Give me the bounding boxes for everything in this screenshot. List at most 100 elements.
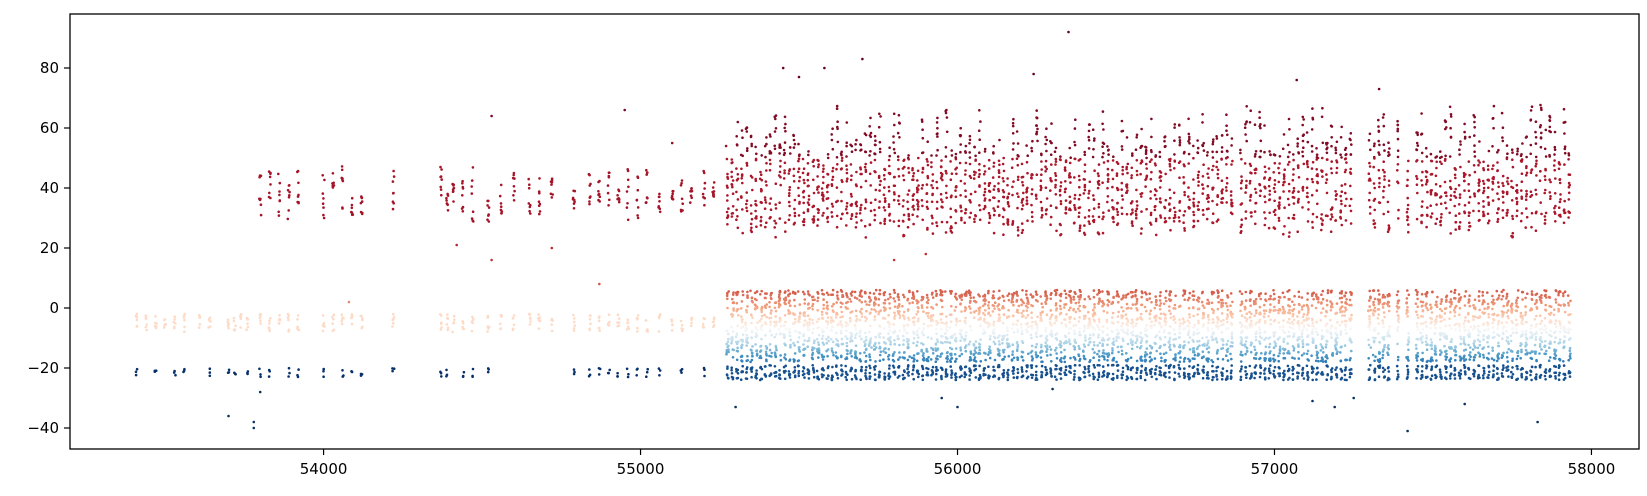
data-point: [873, 368, 876, 371]
data-point: [1020, 315, 1024, 318]
data-point: [1115, 160, 1119, 164]
data-point: [855, 170, 858, 174]
data-point: [1040, 343, 1043, 347]
data-point: [778, 303, 782, 307]
data-point: [645, 168, 648, 172]
data-point: [935, 200, 939, 204]
data-point: [907, 318, 911, 322]
data-point: [174, 373, 177, 377]
data-point: [321, 329, 325, 333]
data-point: [1064, 325, 1068, 329]
data-point: [1040, 364, 1044, 368]
data-point: [1049, 309, 1053, 312]
data-point: [754, 335, 758, 339]
data-point: [950, 369, 953, 372]
data-point: [925, 311, 928, 315]
data-point: [1031, 220, 1034, 223]
data-point: [1155, 349, 1158, 353]
data-point: [769, 162, 772, 166]
data-point: [1134, 288, 1138, 292]
data-point: [1006, 329, 1009, 333]
data-point: [939, 291, 943, 294]
data-point: [930, 317, 933, 321]
data-point: [916, 190, 919, 194]
data-point: [1007, 292, 1011, 296]
data-point: [883, 177, 886, 181]
data-point: [982, 328, 985, 331]
data-point: [759, 354, 762, 358]
data-point: [817, 163, 820, 166]
data-point: [486, 199, 489, 203]
data-point: [1168, 331, 1172, 335]
data-point: [802, 218, 806, 221]
data-point: [1172, 191, 1176, 195]
data-point: [470, 320, 474, 324]
data-point: [1153, 193, 1157, 197]
data-point: [1063, 190, 1067, 194]
data-point: [1084, 336, 1087, 339]
data-point: [1112, 207, 1115, 211]
data-point: [853, 356, 857, 359]
data-point: [960, 216, 963, 220]
data-point: [779, 159, 782, 163]
data-point: [657, 316, 661, 320]
data-point: [749, 313, 753, 317]
data-point: [1202, 163, 1205, 166]
data-point: [1083, 365, 1086, 369]
data-point: [1040, 153, 1043, 157]
data-point: [1060, 321, 1064, 325]
data-point: [1087, 138, 1091, 142]
data-point: [288, 371, 291, 375]
data-point: [840, 159, 844, 162]
data-point: [974, 367, 978, 371]
data-point: [948, 341, 952, 345]
data-point: [998, 138, 1001, 142]
data-point: [644, 319, 648, 322]
data-point: [1088, 322, 1092, 325]
data-point: [690, 321, 693, 325]
data-point: [1016, 308, 1019, 312]
data-point: [702, 169, 705, 173]
data-point: [511, 176, 515, 180]
data-point: [226, 318, 230, 322]
data-point: [1182, 152, 1186, 155]
data-point: [1149, 351, 1152, 355]
data-point: [887, 353, 891, 357]
data-point: [1077, 206, 1081, 210]
data-point: [940, 352, 944, 355]
data-point: [1092, 332, 1095, 336]
data-point: [296, 314, 300, 317]
data-point: [735, 208, 738, 212]
data-point: [1140, 127, 1143, 131]
data-point: [277, 172, 280, 176]
data-point: [802, 223, 806, 227]
data-point: [278, 314, 281, 317]
data-point: [1111, 159, 1115, 162]
data-point: [1116, 376, 1119, 380]
data-point: [1159, 171, 1163, 174]
data-point: [1050, 313, 1054, 317]
data-point: [1049, 223, 1052, 226]
data-point: [912, 295, 916, 298]
data-point: [840, 310, 844, 314]
data-point: [774, 355, 778, 359]
data-point: [1111, 311, 1115, 315]
data-point: [234, 372, 237, 376]
data-point: [931, 193, 934, 197]
data-point: [1073, 369, 1076, 373]
data-point: [921, 128, 924, 131]
data-point: [1164, 296, 1167, 300]
data-point: [1007, 368, 1010, 372]
data-point: [754, 199, 757, 203]
data-point: [822, 343, 826, 346]
data-point: [846, 323, 850, 326]
data-point: [1116, 345, 1120, 349]
data-point: [822, 164, 825, 167]
data-point: [792, 133, 795, 137]
data-point: [1179, 322, 1182, 325]
data-point: [936, 340, 940, 344]
data-point: [736, 198, 740, 201]
data-point: [745, 209, 749, 213]
data-point: [1196, 139, 1199, 142]
data-point: [854, 328, 858, 331]
